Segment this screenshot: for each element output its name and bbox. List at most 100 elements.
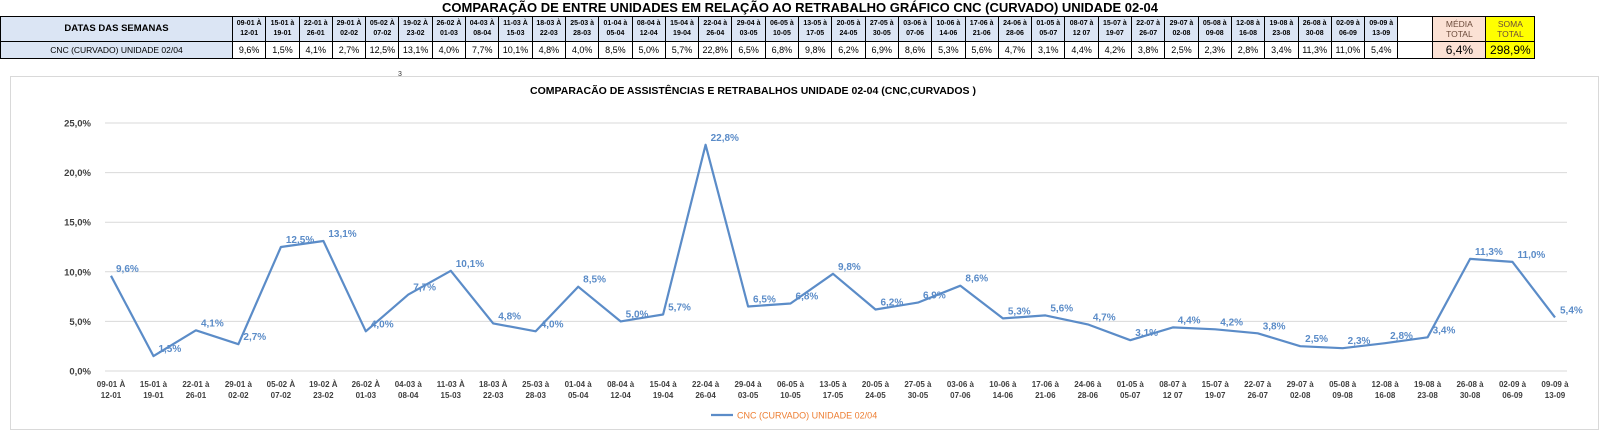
week-header-cell: 29-07 à 02-08 — [1164, 16, 1199, 42]
week-header-cell: 25-03 à 28-03 — [564, 16, 600, 42]
x-tick-label: 16-08 — [1375, 391, 1396, 400]
line-chart: COMPARACÃO DE ASSISTÊNCIAS E RETRABALHOS… — [64, 84, 1583, 421]
week-end: 15-03 — [506, 30, 525, 37]
x-tick-label: 07-06 — [950, 391, 971, 400]
week-start: 15-01 à — [270, 20, 295, 27]
week-header-cell: 15-07 à 19-07 — [1097, 16, 1133, 42]
week-value-cell: 11,0% — [1330, 41, 1366, 59]
week-end: 16-08 — [1239, 30, 1257, 37]
week-header-cell: 13-05 à 17-05 — [798, 16, 833, 42]
week-start: 29-01 À — [336, 20, 362, 27]
week-start: 26-02 À — [436, 20, 462, 27]
x-tick-label: 21-06 — [1035, 391, 1056, 400]
x-tick-label: 01-03 — [356, 391, 377, 400]
week-start: 06-05 à — [770, 20, 794, 27]
week-header-cell: 26-08 à 30-08 — [1297, 16, 1332, 42]
x-tick-label: 19-04 — [653, 391, 674, 400]
week-value-cell: 2,5% — [1164, 41, 1199, 59]
data-label: 2,8% — [1390, 331, 1413, 342]
x-tick-label: 26-01 — [186, 391, 207, 400]
week-value-cell: 8,5% — [598, 41, 633, 59]
week-end: 12-04 — [639, 30, 658, 37]
x-tick-label: 09-08 — [1332, 391, 1353, 400]
data-label: 8,5% — [583, 275, 606, 286]
media-label: MÉDIA — [1445, 19, 1473, 29]
week-end: 23-08 — [1272, 30, 1291, 37]
data-label: 13,1% — [328, 229, 356, 240]
week-value-cell: 4,0% — [431, 41, 467, 59]
week-start: 08-07 à — [1069, 20, 1094, 27]
x-tick-label: 12-04 — [610, 391, 631, 400]
x-tick-label: 11-03 À — [437, 380, 465, 389]
soma-label: SOMA — [1497, 19, 1523, 29]
week-start: 12-08 à — [1236, 20, 1260, 27]
week-header-cell: 15-04 à 19-04 — [664, 16, 700, 42]
week-end: 03-05 — [739, 30, 758, 37]
x-tick-label: 04-03 à — [395, 380, 423, 389]
series-line — [110, 143, 1556, 358]
data-label: 1,5% — [158, 344, 181, 355]
week-end: 02-08 — [1172, 30, 1191, 37]
data-label: 5,4% — [1560, 305, 1583, 316]
week-end: 28-06 — [1006, 30, 1024, 37]
x-tick-label: 17-06 à — [1032, 380, 1060, 389]
data-label: 2,5% — [1305, 334, 1328, 345]
week-value-cell: 9,8% — [798, 41, 833, 59]
week-header-cell: 01-04 à 05-04 — [598, 16, 633, 42]
y-tick-label: 5,0% — [69, 317, 91, 328]
week-header-cell: 24-06 à 28-06 — [997, 16, 1033, 42]
week-header-cell: 01-05 à 05-07 — [1031, 16, 1066, 42]
week-end: 19-04 — [673, 30, 691, 37]
week-value-cell: 5,7% — [664, 41, 700, 59]
week-end: 22-03 — [539, 30, 558, 37]
x-tick-label: 26-04 — [695, 391, 716, 400]
banner-title: COMPARAÇÃO DE ENTRE UNIDADES EM RELAÇÃO … — [442, 0, 1158, 15]
week-start: 15-04 à — [670, 20, 694, 27]
y-tick-label: 10,0% — [64, 267, 91, 278]
data-label: 11,0% — [1518, 250, 1546, 261]
soma-total-header: SOMA TOTAL — [1485, 16, 1536, 42]
week-header-cell: 04-03 À 08-04 — [465, 16, 500, 42]
week-start: 05-02 À — [369, 20, 395, 27]
x-tick-label: 08-07 à — [1159, 380, 1187, 389]
week-end: 08-04 — [473, 30, 492, 37]
week-end: 19-01 — [273, 30, 292, 37]
week-header-cell: 05-08 à 09-08 — [1197, 16, 1232, 42]
week-end: 02-02 — [340, 30, 358, 37]
x-tick-label: 28-06 — [1078, 391, 1099, 400]
x-tick-label: 10-06 à — [989, 380, 1017, 389]
week-value-cell: 5,4% — [1364, 41, 1399, 59]
week-value-cell: 6,2% — [831, 41, 866, 59]
week-end: 07-06 — [906, 30, 925, 37]
x-tick-label: 29-01 à — [225, 380, 253, 389]
data-label: 2,3% — [1348, 336, 1371, 347]
weeks-table: DATAS DAS SEMANAS 09-01 À 12-01 15-01 à 19-0… — [0, 16, 1536, 59]
data-label: 6,5% — [753, 295, 776, 306]
week-start: 22-07 à — [1136, 20, 1161, 27]
week-header-cell: 19-08 à 23-08 — [1264, 16, 1299, 42]
legend-label: CNC (CURVADO) UNIDADE 02/04 — [737, 411, 877, 421]
week-header-cell: 12-08 à 16-08 — [1230, 16, 1266, 42]
week-value-cell: 2,8% — [1230, 41, 1266, 59]
x-tick-label: 15-04 à — [650, 380, 678, 389]
x-tick-label: 19-07 — [1205, 391, 1226, 400]
x-tick-label: 14-06 — [993, 391, 1014, 400]
y-tick-label: 0,0% — [69, 367, 91, 378]
data-label: 7,7% — [413, 283, 436, 294]
week-end: 19-07 — [1105, 30, 1124, 37]
x-tick-label: 09-09 à — [1541, 380, 1569, 389]
week-start: 08-04 à — [636, 20, 661, 27]
week-start: 29-07 à — [1169, 20, 1194, 27]
x-tick-label: 05-07 — [1120, 391, 1141, 400]
week-value-cell: 3,1% — [1031, 41, 1066, 59]
week-value-cell: 11,3% — [1297, 41, 1332, 59]
x-tick-label: 26-02 À — [352, 380, 381, 389]
x-tick-label: 05-04 — [568, 391, 589, 400]
week-value-cell: 9,6% — [231, 41, 267, 59]
week-start: 10-06 à — [936, 20, 961, 27]
week-start: 01-05 à — [1036, 20, 1061, 27]
x-tick-label: 30-05 — [908, 391, 929, 400]
week-value-cell: 2,3% — [1197, 41, 1232, 59]
week-start: 24-06 à — [1003, 20, 1027, 27]
week-end: 05-07 — [1039, 30, 1058, 37]
